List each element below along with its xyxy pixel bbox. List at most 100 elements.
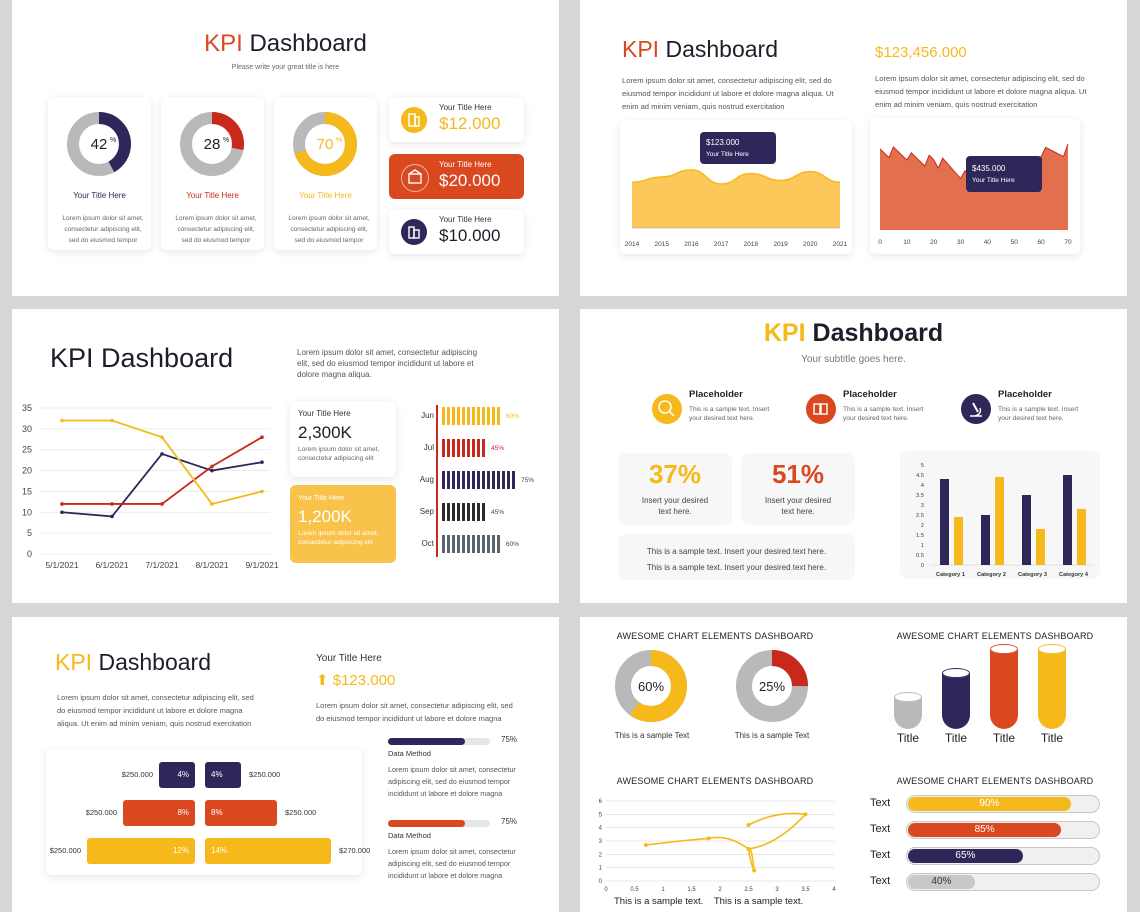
text-line: Lorem ipsum dolor sit amet, consectetur … — [297, 348, 478, 357]
tick-mark — [502, 471, 505, 489]
x-tick-label: 10 — [903, 239, 911, 246]
desc-line: consectetur adipiscing elit, — [177, 226, 255, 233]
tick-mark — [457, 471, 460, 489]
progress-fill — [908, 849, 1023, 863]
stat-card-2: Your Title Here $20.000 — [389, 154, 524, 199]
tick-mark — [472, 535, 475, 553]
data-point — [260, 435, 264, 439]
amount-right: $250.000 — [285, 808, 317, 817]
tick-mark — [487, 535, 490, 553]
butterfly-bar-right — [205, 800, 277, 826]
y-tick-label: 1.5 — [916, 533, 924, 539]
data-point — [160, 435, 164, 439]
x-tick-label: Category 3 — [1018, 572, 1047, 578]
text-line: Insert your desired — [641, 496, 709, 505]
stat-value: 2,300K — [298, 423, 352, 442]
heading-top-right: AWESOME CHART ELEMENTS DASHBOARD — [896, 631, 1094, 641]
x-tick-label: Category 2 — [977, 572, 1006, 578]
stat-desc: Lorem ipsum dolor sit amet, consectetur … — [298, 445, 394, 463]
text-line: Lorem ipsum dolor sit amet, consectetur … — [57, 693, 254, 702]
tick-mark — [487, 407, 490, 425]
desc-line: Lorem ipsum dolor sit amet, — [298, 530, 379, 537]
bar — [1022, 495, 1031, 565]
x-tick-label: 2.5 — [744, 887, 753, 893]
data-point — [60, 510, 64, 515]
stat-card-37: 37% Insert your desired text here. — [618, 453, 732, 525]
data-point — [160, 502, 164, 506]
page-title: KPI Dashboard — [622, 36, 778, 63]
noise-tooltip: $435.000 Your Title Here — [966, 156, 1042, 192]
donut-pct-sign: % — [336, 137, 342, 144]
tooltip-label: Your Title Here — [972, 177, 1015, 184]
heading-bottom-left: AWESOME CHART ELEMENTS DASHBOARD — [616, 776, 814, 786]
data-point — [60, 502, 64, 506]
subtitle: Please write your great title is here — [231, 64, 340, 71]
y-tick-label: 5 — [921, 463, 924, 469]
stat-card-2300k: Your Title Here 2,300K Lorem ipsum dolor… — [290, 401, 396, 477]
x-tick-label: 4 — [832, 887, 836, 893]
stat-value: 37% — [648, 459, 702, 489]
amount-right: $250.000 — [249, 770, 281, 779]
method-text-line: Lorem ipsum dolor sit amet, consectetur — [388, 765, 516, 774]
stat-card-1200k: Your Title Here 1,200K Lorem ipsum dolor… — [290, 485, 396, 563]
noisy-area-card: 0 10 20 30 40 50 60 70 $435.000 Your Title Here — [870, 118, 1080, 254]
series-line — [61, 452, 263, 518]
donut-pct-sign: % — [110, 137, 116, 144]
tooltip-label: Your Title Here — [706, 151, 749, 158]
progress-fill — [908, 797, 1071, 811]
desc-line: Lorem ipsum dolor sit amet, — [62, 215, 144, 222]
bar-pct-left: 12% — [172, 846, 189, 855]
tick-mark — [472, 471, 475, 489]
butterfly-bar-left — [87, 838, 195, 864]
donut-card-1: 42 % Your Title Here Lorem ipsum dolor s… — [48, 97, 151, 250]
method-label: Data Method — [388, 831, 431, 840]
sample-text: This is a sample text. Insert your desir… — [618, 544, 855, 576]
y-tick-label: 0 — [921, 563, 924, 569]
tick-mark — [467, 439, 470, 457]
x-tick-label: 2020 — [803, 241, 818, 248]
data-methods: 75% Data Method Lorem ipsum dolor sit amet… — [388, 735, 548, 905]
x-tick-label: Category 4 — [1059, 572, 1089, 578]
placeholder-title: Placeholder — [843, 389, 897, 400]
text-line: Lorem ipsum dolor sit amet, consectetur … — [875, 74, 1085, 83]
text-line: text here. — [781, 507, 815, 516]
office-icon — [401, 219, 427, 245]
method-text-line: Lorem ipsum dolor sit amet, consectetur — [388, 847, 516, 856]
page-title: KPI Dashboard — [12, 30, 559, 58]
butterfly-bar-right — [205, 838, 331, 864]
tick-mark — [497, 407, 500, 425]
y-tick-label: 10 — [22, 507, 32, 517]
tick-mark — [492, 471, 495, 489]
title-rest-word: Dashboard — [812, 319, 944, 347]
amount-left: $250.000 — [121, 770, 153, 779]
area-line — [631, 169, 841, 185]
tick-mark — [507, 471, 510, 489]
tick-mark — [467, 535, 470, 553]
tick-mark — [477, 535, 480, 553]
bar-pct-left: 4% — [177, 770, 189, 779]
donut-card-2: 28 % Your Title Here Lorem ipsum dolor s… — [161, 97, 264, 250]
progress-label: Text — [870, 797, 891, 809]
data-point — [110, 418, 114, 423]
amount-right: $270.000 — [339, 846, 371, 855]
data-point — [643, 843, 648, 847]
y-tick-label: 15 — [22, 486, 32, 496]
tick-pct-label: 45% — [491, 509, 505, 516]
tick-month-label: Sep — [419, 507, 434, 516]
method-text-line: adipiscing elit, sed do eiusmod tempor — [388, 777, 511, 786]
progress-value: 40% — [931, 876, 952, 887]
tick-mark — [482, 471, 485, 489]
y-tick-label: 1 — [921, 543, 924, 549]
tick-mark — [492, 535, 495, 553]
cylinder-body — [990, 649, 1018, 729]
stat-desc: Insert your desired text here. — [741, 495, 855, 517]
tick-mark — [472, 503, 475, 521]
data-point — [210, 464, 214, 469]
cylinder-body — [942, 673, 970, 729]
tick-mark — [442, 407, 445, 425]
tick-mark — [477, 407, 480, 425]
x-tick-label: 50 — [1011, 239, 1019, 246]
tick-mark — [442, 503, 445, 521]
caption: This is a sample text. — [614, 896, 704, 907]
tick-mark — [497, 535, 500, 553]
